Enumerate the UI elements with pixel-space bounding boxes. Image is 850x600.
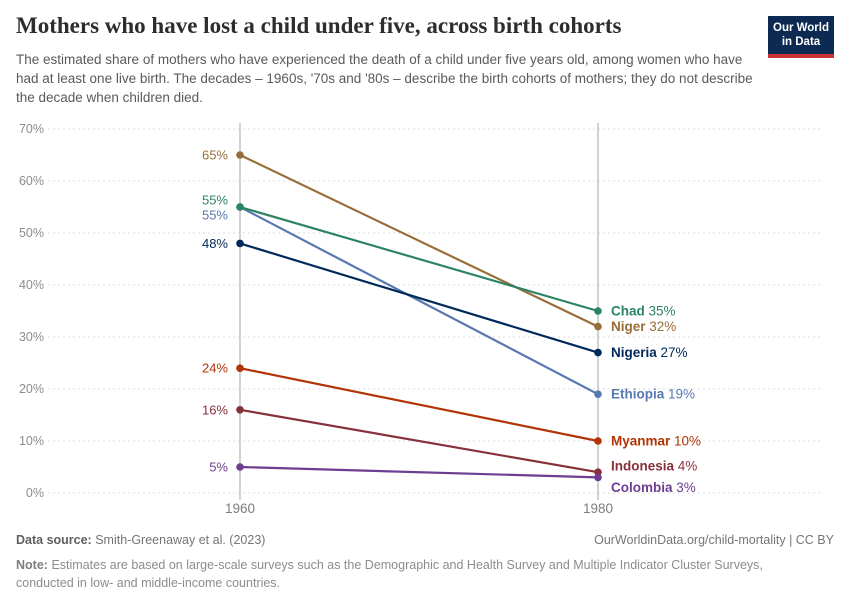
series-label-ethiopia[interactable]: Ethiopia 19% <box>611 387 695 402</box>
series-label-chad[interactable]: Chad 35% <box>611 304 676 319</box>
note-text: Estimates are based on large-scale surve… <box>16 558 763 591</box>
chart-footer: Data source: Smith-Greenaway et al. (202… <box>16 531 834 592</box>
series-label-niger[interactable]: Niger 32% <box>611 319 676 334</box>
y-tick-label-0: 0% <box>26 486 44 500</box>
y-tick-label-50: 50% <box>19 226 44 240</box>
series-line-indonesia[interactable] <box>239 408 599 474</box>
owid-link[interactable]: OurWorldinData.org/child-mortality | CC … <box>594 533 834 547</box>
y-tick-label-40: 40% <box>19 278 44 292</box>
series-start-value-indonesia[interactable]: 16% <box>202 402 228 417</box>
series-start-value-colombia[interactable]: 5% <box>209 460 228 475</box>
chart-header: Mothers who have lost a child under five… <box>16 12 834 107</box>
series-dot-myanmar-end[interactable] <box>594 437 602 445</box>
datasource-row: Data source: Smith-Greenaway et al. (202… <box>16 531 834 549</box>
owid-logo-line2: in Data <box>781 36 821 49</box>
page-title: Mothers who have lost a child under five… <box>16 13 622 38</box>
datasource-value: Smith-Greenaway et al. (2023) <box>95 533 266 547</box>
y-tick-label-60: 60% <box>19 174 44 188</box>
series-dot-indonesia-start[interactable] <box>236 406 244 414</box>
series-dot-myanmar-start[interactable] <box>236 364 244 373</box>
series-label-colombia[interactable]: Colombia 3% <box>611 480 696 495</box>
owid-logo: Our World in Data <box>768 16 834 58</box>
series-dot-colombia-end[interactable] <box>594 473 602 482</box>
series-dot-indonesia-end[interactable] <box>594 468 602 477</box>
series-dot-nigeria-start[interactable] <box>236 239 244 248</box>
series-dot-chad-start[interactable] <box>236 203 244 211</box>
owid-logo-line1: Our World <box>773 22 830 34</box>
note: Note: Estimates are based on large-scale… <box>16 556 796 592</box>
series-dot-chad-end[interactable] <box>594 307 602 315</box>
series-line-chad[interactable] <box>239 205 599 313</box>
x-tick-label-1960: 1960 <box>225 501 255 516</box>
series-dot-niger-start[interactable] <box>236 151 244 159</box>
series-label-indonesia[interactable]: Indonesia 4% <box>611 459 697 474</box>
series-dot-nigeria-end[interactable] <box>594 348 602 357</box>
chart-subtitle: The estimated share of mothers who have … <box>16 51 753 105</box>
series-line-myanmar[interactable] <box>239 367 599 443</box>
series-line-colombia[interactable] <box>239 465 599 479</box>
series-start-value-myanmar[interactable]: 24% <box>202 361 228 376</box>
series-start-value-niger[interactable]: 65% <box>202 148 228 163</box>
datasource-label: Data source: <box>16 533 92 547</box>
y-tick-label-30: 30% <box>19 330 44 344</box>
series-dot-ethiopia-end[interactable] <box>594 390 602 399</box>
series-start-value-ethiopia[interactable]: 55% <box>202 208 228 223</box>
series-line-ethiopia[interactable] <box>239 206 599 396</box>
series-label-nigeria[interactable]: Nigeria 27% <box>611 345 688 360</box>
series-dot-niger-end[interactable] <box>594 322 602 331</box>
y-tick-label-10: 10% <box>19 434 44 448</box>
series-start-value-chad[interactable]: 55% <box>202 193 228 208</box>
series-line-niger[interactable] <box>239 154 599 328</box>
series-line-nigeria[interactable] <box>239 242 599 354</box>
series-start-value-nigeria[interactable]: 48% <box>202 236 228 251</box>
series-dot-colombia-start[interactable] <box>236 463 244 471</box>
series-label-myanmar[interactable]: Myanmar 10% <box>611 434 701 449</box>
note-label: Note: <box>16 558 48 573</box>
y-tick-label-20: 20% <box>19 382 44 396</box>
datasource: Data source: Smith-Greenaway et al. (202… <box>16 531 265 549</box>
y-tick-label-70: 70% <box>19 122 44 136</box>
x-tick-label-1980: 1980 <box>583 501 613 516</box>
